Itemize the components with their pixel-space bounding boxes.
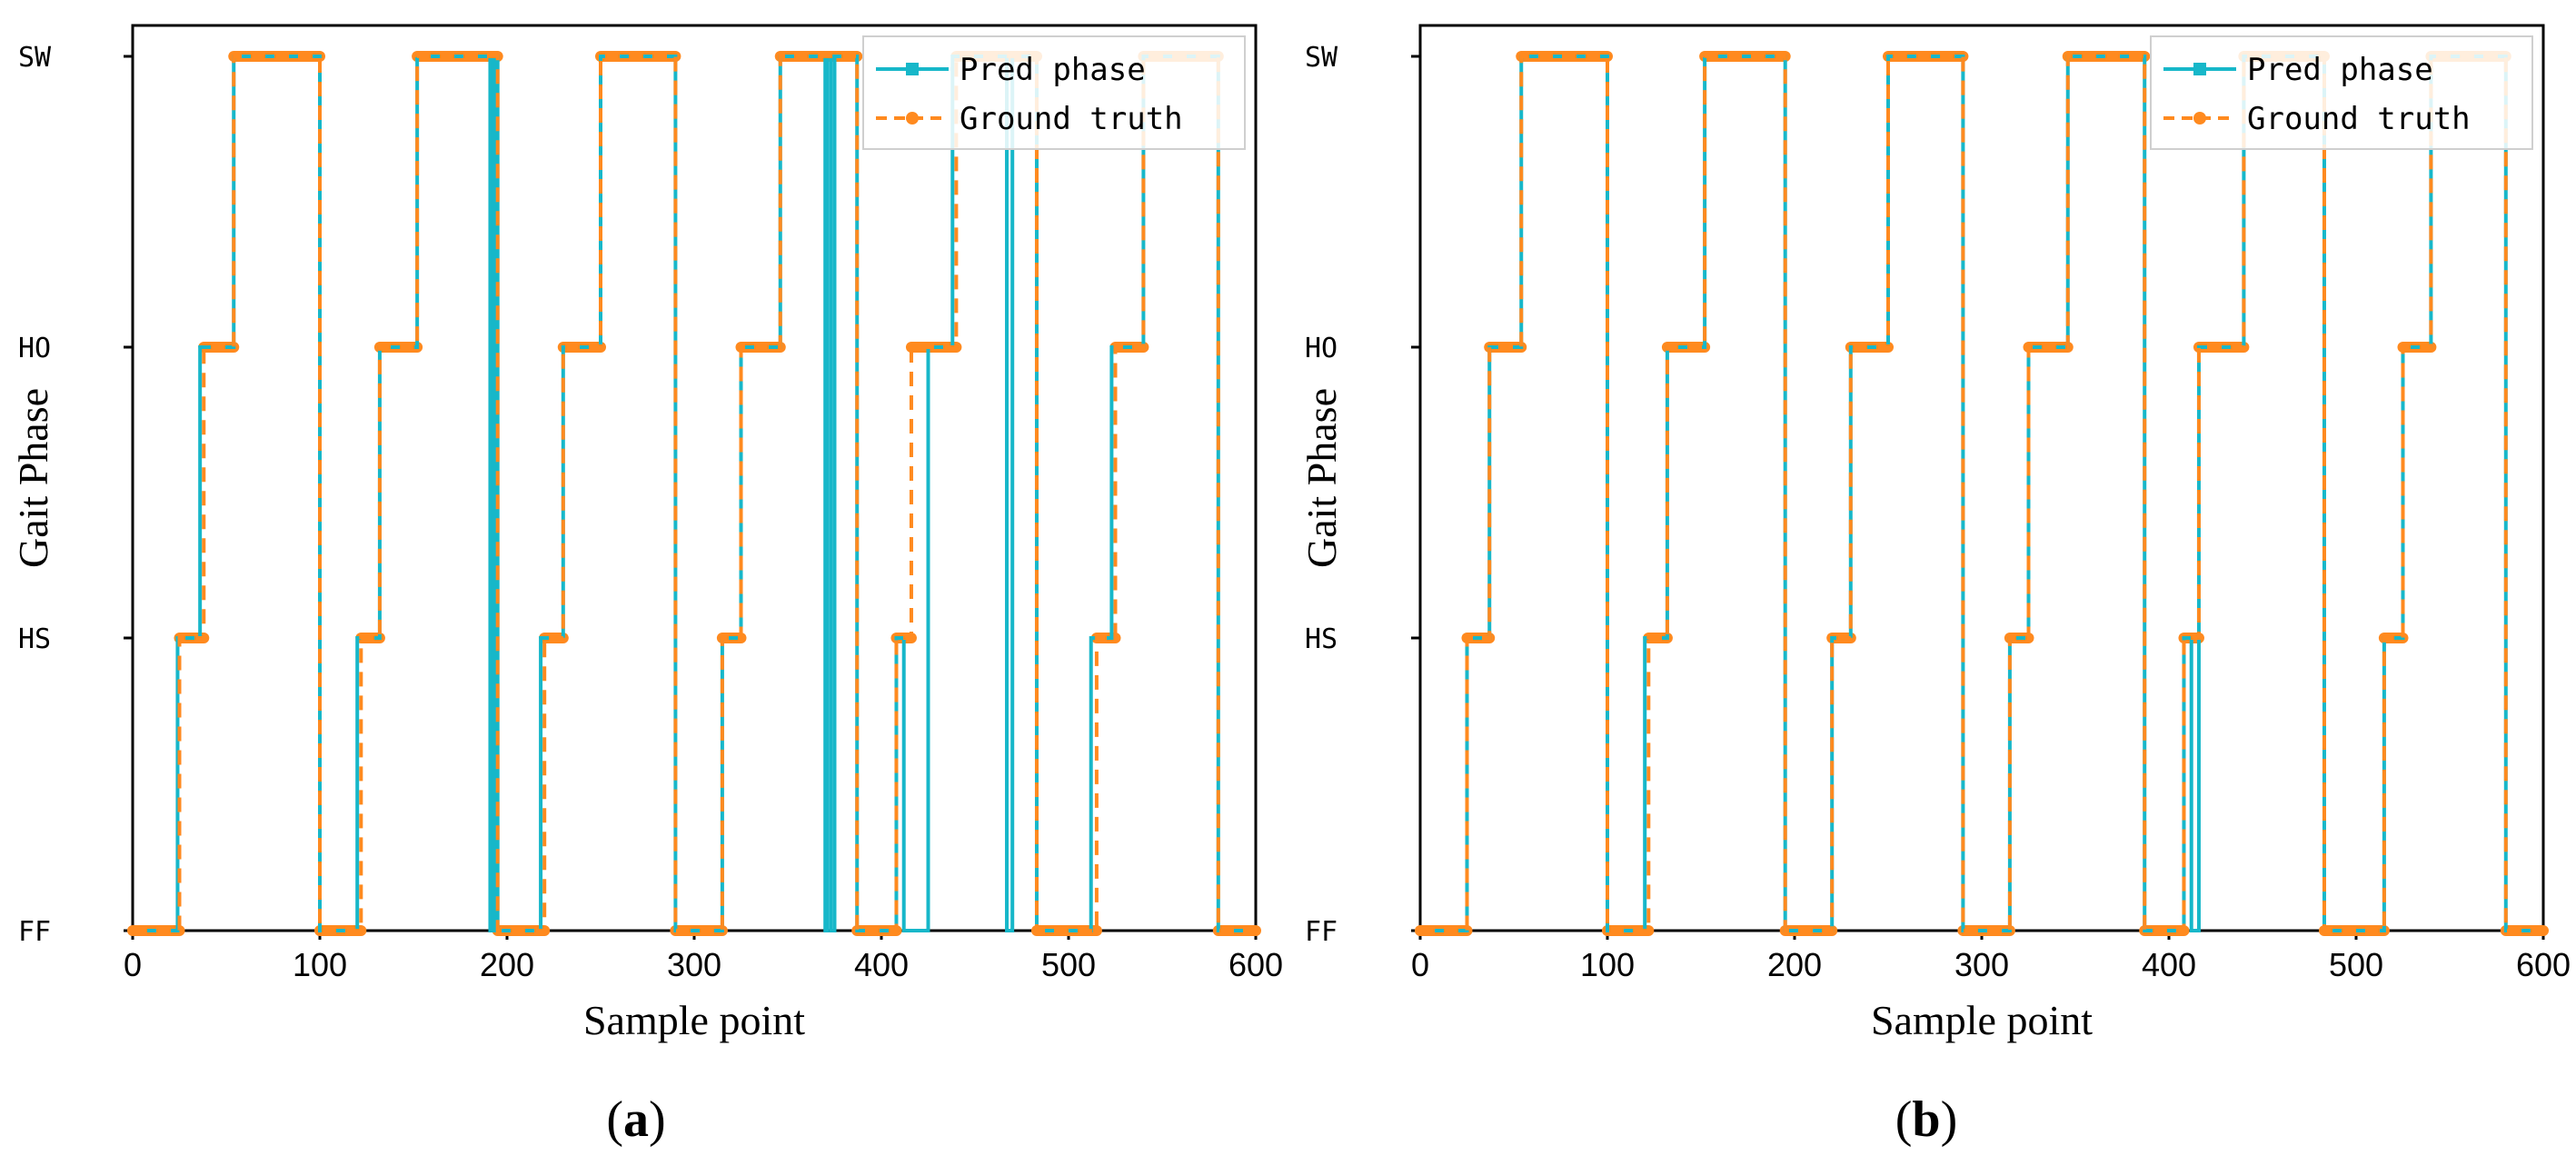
x-axis-title: Sample point [583,997,805,1043]
legend: Pred phase Ground truth [862,35,1246,150]
x-tick-label: 300 [1954,946,2009,983]
series-ground-truth [127,51,1261,936]
series-ground-truth-line [1420,55,2543,932]
x-tick-label: 100 [1580,946,1635,983]
chart-a: FF HS HO SW 0 100 200 300 400 500 600 Sample point G… [10,24,1283,1148]
x-tick-label: 200 [480,946,534,983]
y-tick-label: FF [1305,916,1338,948]
series-ground-truth-line [133,55,1256,932]
y-axis-title: Gait Phase [10,388,56,568]
y-tick-label: HO [18,333,51,364]
y-tick-label: SW [1305,42,1338,74]
plot-frame [1418,24,2545,932]
caption-open: ( [606,1091,623,1148]
caption-open: ( [1895,1091,1913,1148]
x-tick-label: 100 [293,946,347,983]
legend-gt-marker [2193,112,2206,125]
y-tick-label: FF [18,916,51,948]
x-tick-label: 300 [667,946,721,983]
plot-frame [131,24,1258,932]
caption-close: ) [649,1091,666,1148]
series-pred-phase-line [1420,55,2543,932]
x-axis-title: Sample point [1871,997,2093,1043]
x-tick-label: 600 [2516,946,2571,983]
y-tick-label: HS [1305,623,1338,655]
panel-caption: (b) [1895,1091,1957,1148]
caption-close: ) [1941,1091,1958,1148]
legend-box [2150,35,2533,150]
x-tick-label: 0 [1411,946,1429,983]
caption-letter: b [1912,1091,1940,1148]
legend-gt-label: Ground truth [960,101,1183,137]
legend-pred-marker [906,63,919,75]
x-tick-label: 500 [1041,946,1096,983]
legend-pred-marker [2193,63,2206,75]
legend-gt-marker [906,112,919,125]
series-pred-phase-line [133,55,1256,932]
chart-b: FF HS HO SW 0 100 200 300 400 500 600 Sample point G… [1298,24,2571,1148]
caption-letter: a [623,1091,649,1148]
x-tick-label: 500 [2329,946,2383,983]
y-tick-label: HO [1305,333,1338,364]
y-tick-label: SW [18,42,52,74]
series-ground-truth [1415,51,2549,936]
y-tick-label: HS [18,623,51,655]
legend-box [862,35,1246,150]
x-tick-label: 600 [1228,946,1283,983]
y-axis-title: Gait Phase [1298,388,1345,568]
legend: Pred phase Ground truth [2150,35,2533,150]
panel-caption: (a) [606,1091,665,1148]
x-tick-label: 0 [124,946,142,983]
x-tick-label: 400 [2142,946,2196,983]
legend-gt-label: Ground truth [2247,101,2471,137]
legend-pred-label: Pred phase [960,52,1146,88]
legend-pred-label: Pred phase [2247,52,2433,88]
x-tick-label: 400 [854,946,909,983]
x-tick-label: 200 [1767,946,1822,983]
